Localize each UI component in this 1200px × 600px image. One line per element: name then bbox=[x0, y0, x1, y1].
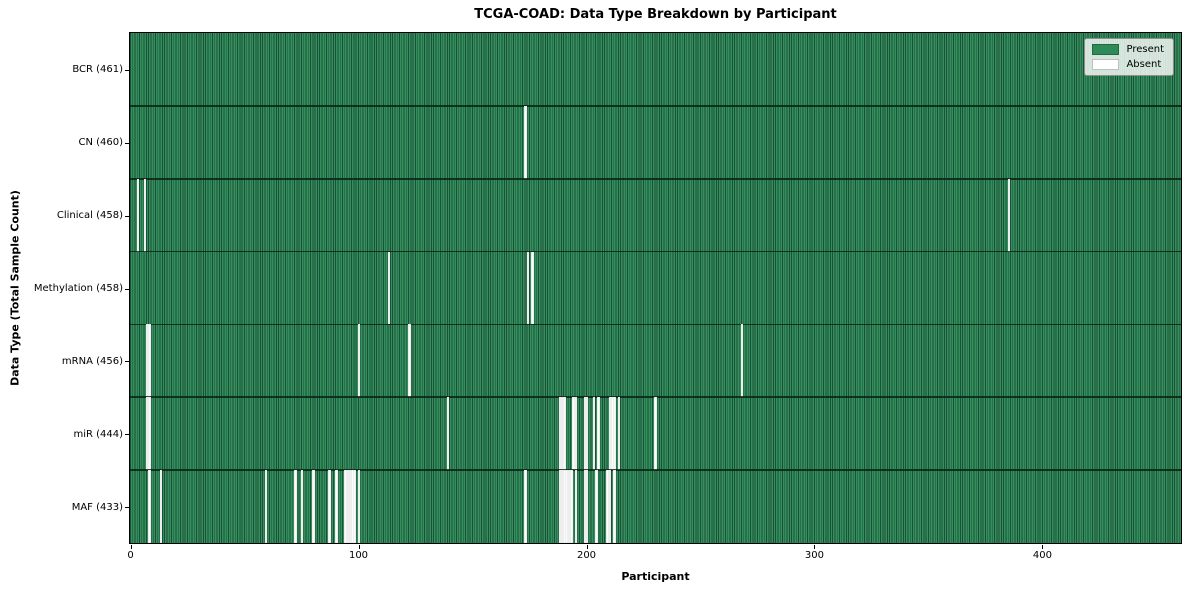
absent-bar bbox=[585, 470, 589, 543]
absent-bar bbox=[159, 470, 163, 543]
present-swatch bbox=[1092, 44, 1120, 55]
absent-bar bbox=[145, 397, 149, 471]
absent-bar bbox=[328, 470, 331, 543]
y-tick-mark bbox=[125, 288, 129, 290]
absent-bar bbox=[1007, 178, 1011, 252]
row-separator bbox=[130, 105, 1181, 107]
absent-bar bbox=[597, 397, 600, 471]
absent-bar bbox=[148, 397, 151, 471]
x-tick-mark bbox=[358, 545, 360, 549]
absent-bar bbox=[617, 397, 621, 471]
absent-bar bbox=[148, 324, 151, 398]
absent-bar bbox=[408, 324, 411, 398]
y-tick-mark bbox=[125, 215, 129, 217]
absent-bar bbox=[583, 470, 587, 543]
absent-bar bbox=[346, 470, 350, 543]
absent-bar bbox=[344, 470, 347, 543]
absent-bar bbox=[585, 397, 589, 471]
absent-bar bbox=[335, 470, 338, 543]
absent-bar bbox=[351, 470, 354, 543]
row-separator bbox=[130, 177, 1181, 180]
absent-bar bbox=[294, 470, 297, 543]
absent-bar bbox=[563, 470, 566, 543]
y-tick-label: CN (460) bbox=[78, 137, 123, 149]
legend-item: Absent bbox=[1092, 59, 1164, 70]
absent-bar bbox=[567, 470, 571, 543]
y-tick-mark bbox=[125, 507, 129, 509]
legend-item: Present bbox=[1092, 44, 1164, 55]
y-tick-label: Clinical (458) bbox=[56, 210, 123, 222]
x-tick-label: 400 bbox=[1032, 550, 1052, 561]
absent-bar bbox=[145, 324, 149, 398]
row-separator bbox=[130, 323, 1181, 326]
absent-bar bbox=[560, 397, 564, 471]
chart-title: TCGA-COAD: Data Type Breakdown by Partic… bbox=[474, 7, 837, 22]
legend: Present Absent bbox=[1084, 38, 1174, 76]
y-tick-label: miR (444) bbox=[73, 428, 123, 440]
absent-bar bbox=[531, 251, 534, 325]
y-tick-mark bbox=[125, 69, 129, 71]
x-tick-mark bbox=[814, 545, 816, 549]
absent-bar bbox=[613, 397, 616, 471]
absent-bar bbox=[446, 397, 450, 471]
absent-bar bbox=[357, 470, 361, 543]
absent-bar bbox=[264, 470, 267, 543]
absent-bar bbox=[526, 251, 530, 325]
x-tick-mark bbox=[1042, 545, 1044, 549]
absent-bar bbox=[608, 397, 612, 471]
absent-bar bbox=[611, 397, 614, 471]
row-separator bbox=[130, 469, 1181, 471]
absent-bar bbox=[148, 470, 151, 543]
absent-bar bbox=[357, 324, 361, 398]
absent-bar bbox=[613, 470, 616, 543]
absent-bar bbox=[348, 470, 352, 543]
y-tick-label: mRNA (456) bbox=[61, 355, 123, 367]
row-separator bbox=[130, 250, 1181, 253]
absent-bar bbox=[387, 251, 391, 325]
absent-bar bbox=[312, 470, 315, 543]
absent-bar bbox=[560, 470, 564, 543]
absent-bar bbox=[558, 470, 562, 543]
absent-bar bbox=[592, 397, 596, 471]
y-tick-label: MAF (433) bbox=[71, 501, 123, 513]
y-tick-mark bbox=[125, 434, 129, 436]
y-tick-mark bbox=[125, 361, 129, 363]
x-tick-label: 0 bbox=[127, 550, 134, 561]
absent-bar bbox=[143, 178, 147, 252]
y-tick-label: Methylation (458) bbox=[33, 283, 123, 294]
plot-area: Present Absent bbox=[129, 32, 1182, 544]
x-tick-mark bbox=[130, 545, 132, 549]
absent-bar bbox=[654, 397, 657, 471]
absent-bar bbox=[524, 470, 527, 543]
y-tick-mark bbox=[125, 142, 129, 144]
absent-bar bbox=[574, 470, 578, 543]
legend-label: Present bbox=[1126, 44, 1164, 55]
absent-bar bbox=[606, 470, 609, 543]
absent-swatch bbox=[1092, 59, 1120, 70]
absent-bar bbox=[583, 397, 587, 471]
x-tick-label: 300 bbox=[804, 550, 824, 561]
x-axis-title: Participant bbox=[621, 570, 690, 583]
absent-bar bbox=[136, 178, 140, 252]
absent-bar bbox=[740, 324, 744, 398]
absent-bar bbox=[558, 397, 562, 471]
absent-bar bbox=[563, 397, 566, 471]
absent-bar bbox=[572, 397, 575, 471]
x-tick-label: 200 bbox=[576, 550, 597, 561]
absent-bar bbox=[353, 470, 356, 543]
absent-bar bbox=[565, 470, 568, 543]
absent-bar bbox=[300, 470, 304, 543]
absent-bar bbox=[595, 470, 598, 543]
x-tick-label: 100 bbox=[348, 550, 369, 561]
legend-label: Absent bbox=[1126, 59, 1162, 70]
absent-bar bbox=[608, 470, 612, 543]
x-tick-mark bbox=[586, 545, 588, 549]
absent-bar bbox=[574, 397, 578, 471]
y-tick-label: BCR (461) bbox=[72, 64, 123, 76]
absent-bar bbox=[570, 470, 573, 543]
absent-bar bbox=[524, 105, 527, 179]
